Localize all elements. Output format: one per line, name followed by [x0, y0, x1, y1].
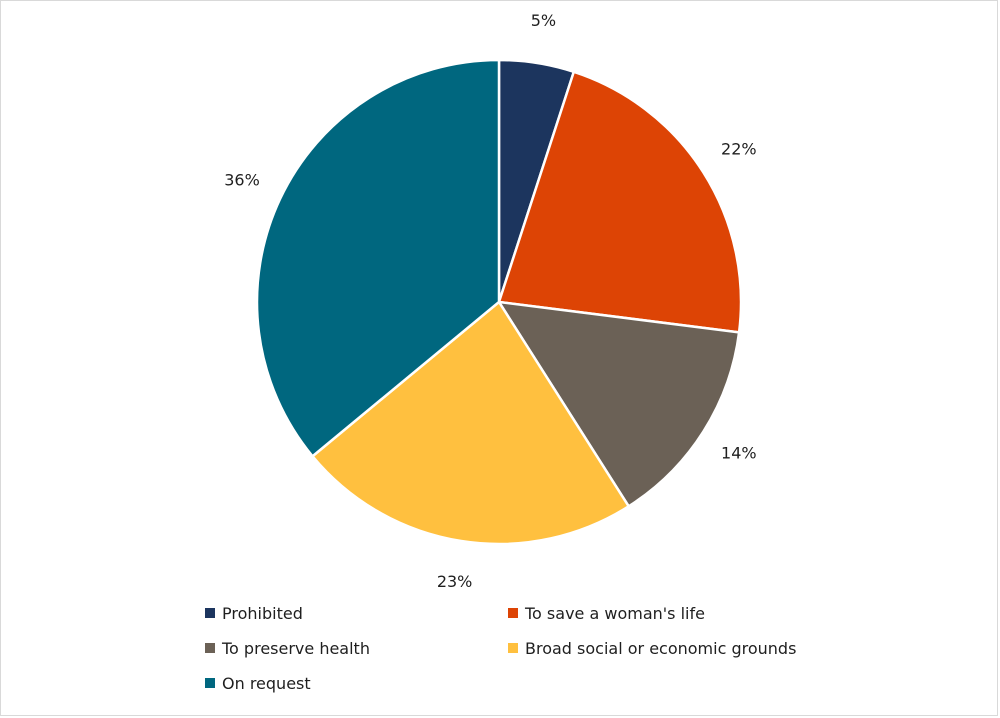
chart-legend: Prohibited To save a woman's life To pre… [205, 603, 845, 693]
legend-label: Broad social or economic grounds [525, 638, 797, 658]
data-label: 5% [531, 11, 556, 30]
pie-slice-broad-social-or-economic-grounds [311, 300, 630, 546]
legend-label: To save a woman's life [525, 603, 705, 623]
legend-swatch [205, 678, 215, 688]
data-label: 14% [721, 444, 757, 463]
legend-item-social-economic: Broad social or economic grounds [508, 638, 838, 658]
legend-item-prohibited: Prohibited [205, 603, 508, 623]
legend-swatch [508, 643, 518, 653]
pie-data-labels: 5% 22% 14% 23% 36% [224, 11, 756, 591]
pie-slice-on-request [255, 58, 501, 458]
legend-item-save-life: To save a woman's life [508, 603, 838, 623]
pie-slices [255, 58, 743, 546]
data-label: 36% [224, 171, 260, 190]
data-label: 22% [721, 139, 757, 158]
data-label: 23% [437, 572, 473, 591]
legend-swatch [205, 643, 215, 653]
legend-label: To preserve health [222, 638, 370, 658]
legend-swatch [508, 608, 518, 618]
legend-item-on-request: On request [205, 673, 508, 693]
pie-slice-to-save-a-woman-s-life [497, 70, 743, 334]
legend-swatch [205, 608, 215, 618]
legend-label: On request [222, 673, 311, 693]
legend-label: Prohibited [222, 603, 303, 623]
legend-item-preserve-health: To preserve health [205, 638, 508, 658]
pie-slice-to-preserve-health [497, 300, 741, 508]
